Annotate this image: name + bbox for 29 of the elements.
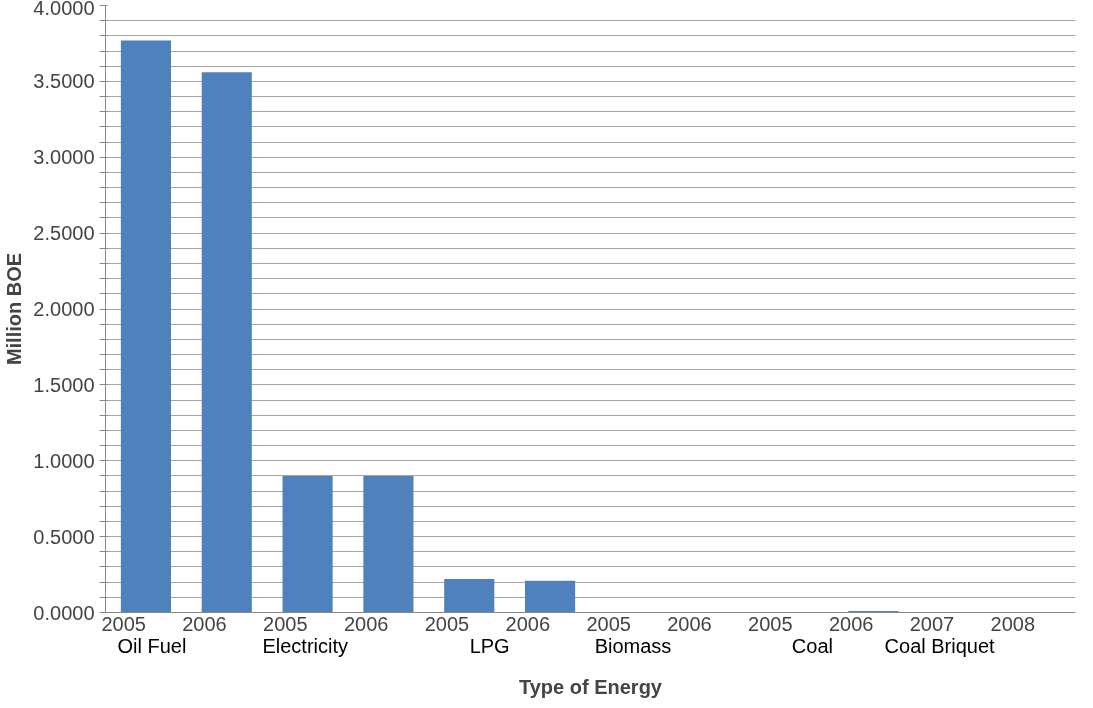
text: Coal Briquet [884, 634, 996, 657]
x-axis-title: Type of Energy [519, 675, 663, 698]
y-tick-label: 0.0000 [33, 601, 95, 624]
x-tick-label: 2005 [748, 612, 793, 635]
y-tick-label: 1.0000 [33, 449, 95, 472]
y-tick-label: 0.5000 [33, 525, 95, 548]
x-tick-label: 2005 [586, 612, 631, 635]
x-tick-label: 2007 [909, 612, 955, 635]
y-tick-label: 3.5000 [33, 70, 95, 93]
y-axis-title: Million BOE [3, 252, 26, 366]
text: Oil Fuel [117, 634, 187, 657]
text: Coal [791, 634, 834, 657]
y-tick-label: 2.0000 [33, 298, 95, 320]
y-tick-label: 2.5000 [33, 222, 95, 245]
x-tick-label: 2006 [505, 612, 551, 635]
y-tick-label: 3.0000 [33, 146, 95, 169]
x-tick-label: 2005 [101, 612, 146, 635]
text: LPG [469, 634, 510, 657]
y-tick-label: 1.5000 [33, 373, 95, 396]
x-tick-label: 2008 [990, 612, 1036, 635]
x-tick-label: 2006 [828, 612, 874, 635]
x-tick-label: 2006 [667, 612, 712, 635]
x-tick-label: 2006 [343, 612, 389, 635]
text: Electricity [262, 634, 349, 657]
y-tick-label: 4.0000 [33, 0, 95, 19]
x-tick-label: 2005 [424, 612, 470, 635]
text: Biomass [594, 634, 672, 657]
x-tick-label: 2005 [263, 612, 308, 635]
x-tick-label: 2006 [182, 612, 227, 635]
